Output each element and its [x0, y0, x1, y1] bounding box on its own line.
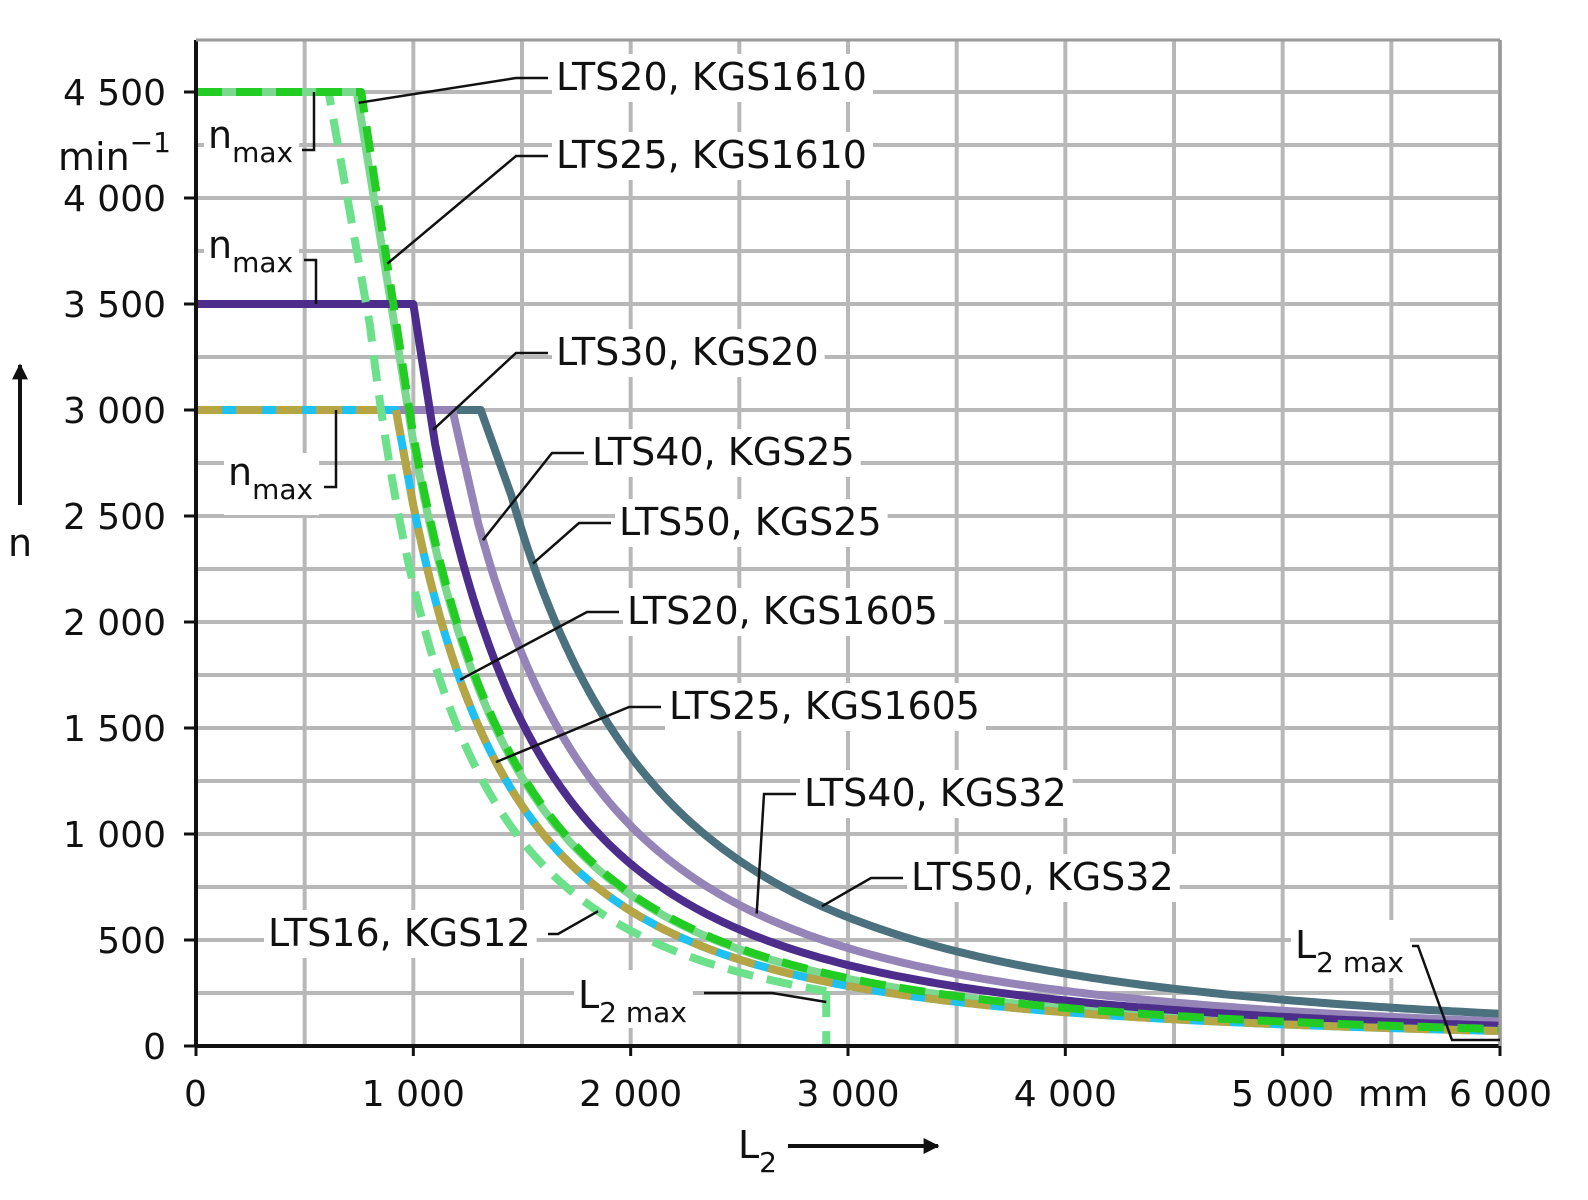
series-label-bg-8 [907, 854, 1180, 902]
y-tick-label-3: 1 500 [63, 709, 166, 750]
y-tick-label-4: 2 000 [63, 603, 166, 644]
nmax-bg-2 [224, 453, 320, 515]
x-tick-label-2: 2 000 [579, 1074, 682, 1115]
nmax-bracket-0 [302, 92, 316, 152]
x-tick-label-1: 1 000 [362, 1074, 465, 1115]
nmax-label-sub-1: max [232, 246, 293, 279]
series-label-leader-1 [386, 154, 548, 265]
y-unit-main: min [58, 135, 130, 179]
series-label-bg-2 [552, 329, 825, 377]
series-label-1: LTS25, KGS1610 [556, 133, 867, 177]
l2max-bg-0 [574, 970, 693, 1028]
l2max-leader-1 [1412, 944, 1500, 1042]
series-label-3: LTS40, KGS25 [592, 430, 855, 474]
series-label-leader-7 [755, 792, 796, 914]
series-label-8: LTS50, KGS32 [911, 855, 1174, 899]
x-tick-label-3: 3 000 [796, 1074, 899, 1115]
series-label-0: LTS20, KGS1610 [556, 55, 867, 99]
series-layer [196, 88, 1501, 1046]
series-label-leader-9 [548, 910, 599, 936]
l2max-label-1: L2 max [1295, 923, 1404, 979]
l2max-bg-1 [1291, 920, 1410, 978]
series-label-2: LTS30, KGS20 [556, 330, 819, 374]
nmax-bracket-1 [304, 258, 318, 304]
x-tick-label-4: 4 000 [1014, 1074, 1117, 1115]
series-label-leader-5 [459, 610, 619, 681]
x-tick-label-6: 6 000 [1449, 1074, 1552, 1115]
tick-labels: 0 1 000 2 000 3 000 4 000 5 000 6 000 0 500 1 000… [63, 73, 1552, 1115]
nmax-label-main-0: n [208, 113, 232, 157]
x-tick-label-5: 5 000 [1231, 1074, 1334, 1115]
y-tick-label-7: 3 500 [63, 285, 166, 326]
l2max-label-0: L2 max [578, 973, 687, 1029]
nmax-label-1: nmax [208, 223, 293, 279]
series-label-7: LTS40, KGS32 [804, 771, 1067, 815]
l2max-label-main-0: L [578, 973, 599, 1017]
y-tick-label-0: 0 [143, 1027, 166, 1068]
series-labels: LTS20, KGS1610 LTS25, KGS1610 LTS30, KGS20… [264, 54, 1180, 958]
nmax-label-0: nmax [208, 113, 293, 169]
nmax-bracket-2 [324, 410, 338, 489]
series-label-6: LTS25, KGS1605 [669, 684, 980, 728]
x-unit-label: mm [1358, 1074, 1428, 1115]
x-axis-label-sub: 2 [759, 1146, 777, 1179]
y-axis-label: n [8, 521, 32, 565]
nmax-label-2: nmax [228, 450, 313, 506]
y-unit: min−1 [58, 126, 171, 179]
series-line-3 [196, 406, 1501, 1026]
series-label-bg-1 [552, 132, 873, 180]
series-label-bg-5 [623, 588, 944, 636]
series-label-leader-4 [532, 521, 611, 565]
series-label-leader-8 [821, 876, 903, 908]
nmax-label-main-1: n [208, 223, 232, 267]
series-label-bg-7 [800, 770, 1073, 818]
series-label-9: LTS16, KGS12 [268, 911, 531, 955]
nmax-label-sub-2: max [252, 473, 313, 506]
series-label-leader-0 [358, 76, 548, 105]
y-axis-title: n [8, 363, 32, 565]
series-label-leader-2 [432, 351, 548, 431]
series-label-leader-6 [495, 705, 661, 764]
y-tick-label-8: 4 000 [63, 179, 166, 220]
series-line-2 [196, 300, 1501, 1030]
y-unit-label: min−1 [58, 126, 171, 179]
series-label-bg-9 [264, 910, 537, 958]
y-tick-label-1: 500 [97, 921, 166, 962]
nmax-label-main-2: n [228, 450, 252, 494]
x-tick-label-0: 0 [184, 1074, 207, 1115]
series-label-bg-0 [552, 54, 873, 102]
series-label-bg-3 [588, 429, 861, 477]
series-label-4: LTS50, KGS25 [619, 500, 882, 544]
label-leaders [358, 76, 903, 936]
series-label-5: LTS20, KGS1605 [627, 589, 938, 633]
l2max-label-sub-1: 2 max [1316, 946, 1404, 979]
y-tick-label-2: 1 000 [63, 815, 166, 856]
y-unit-exponent: −1 [130, 126, 171, 159]
nmax-label-sub-0: max [232, 136, 293, 169]
l2max-label-main-1: L [1295, 923, 1316, 967]
series-line-4 [196, 406, 1501, 1018]
nmax-bg-0 [204, 116, 300, 178]
y-tick-label-5: 2 500 [63, 497, 166, 538]
x-axis-label-main: L [738, 1123, 759, 1167]
y-tick-label-6: 3 000 [63, 391, 166, 432]
nmax-bg-1 [204, 226, 300, 288]
series-label-leader-3 [481, 451, 584, 541]
series-line-1 [196, 88, 1501, 1033]
x-axis-title: L2 [738, 1123, 940, 1179]
y-tick-label-9: 4 500 [63, 73, 166, 114]
series-label-bg-6 [665, 683, 986, 731]
l2max-label-sub-0: 2 max [599, 996, 687, 1029]
l2max-leader-0 [704, 991, 827, 1004]
x-axis-label: L2 [738, 1123, 777, 1179]
series-line-7 [196, 88, 827, 996]
series-label-bg-4 [615, 499, 888, 547]
